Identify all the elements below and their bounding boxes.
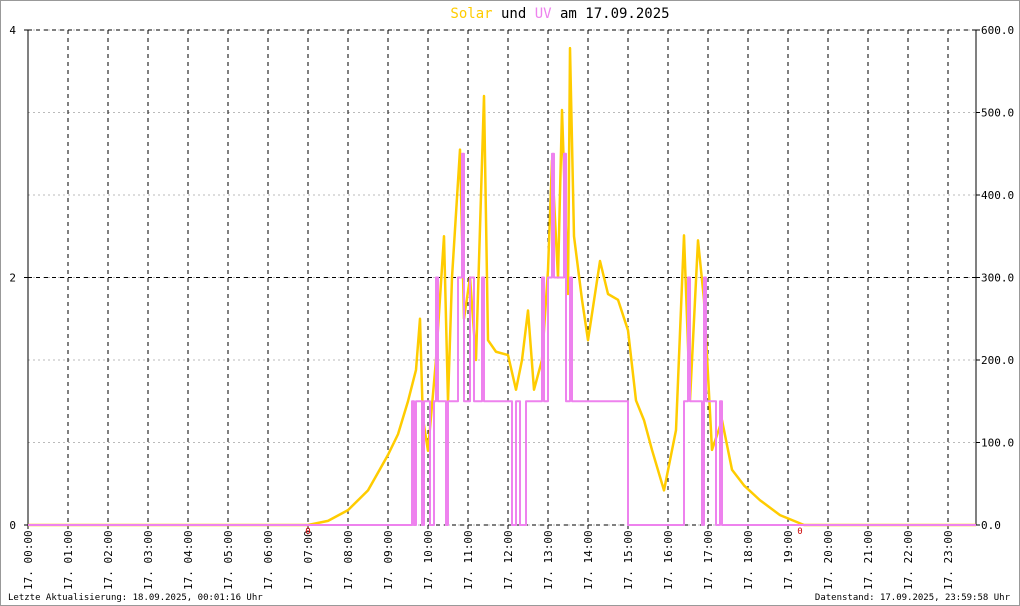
x-tick-label: 17. 16:00: [662, 530, 675, 590]
x-tick-label: 17. 21:00: [862, 530, 875, 590]
x-tick-label: 17. 18:00: [742, 530, 755, 590]
y2-tick-label: 100.0: [981, 437, 1014, 450]
footer-left: Letzte Aktualisierung: 18.09.2025, 00:01…: [8, 593, 263, 603]
y2-tick-label: 0.0: [981, 519, 1001, 532]
title-suffix: am 17.09.2025: [560, 6, 670, 22]
x-tick-label: 17. 04:00: [182, 530, 195, 590]
series-line: [28, 46, 976, 527]
title-solar: Solar: [450, 6, 501, 22]
x-tick-label: 17. 19:00: [782, 530, 795, 590]
x-tick-label: 17. 23:00: [942, 530, 955, 590]
x-tick-label: 17. 00:00: [22, 530, 35, 590]
annotation: 0: [797, 527, 802, 537]
x-tick-label: 17. 06:00: [262, 530, 275, 590]
footer-right: Datenstand: 17.09.2025, 23:59:58 Uhr: [815, 593, 1011, 603]
y2-tick-label: 400.0: [981, 189, 1014, 202]
title-connector: und: [501, 6, 535, 22]
x-tick-label: 17. 10:00: [422, 530, 435, 590]
title-uv: UV: [535, 6, 560, 22]
y2-tick-label: 200.0: [981, 354, 1014, 367]
chart-title: Solar und UV am 17.09.2025: [450, 6, 669, 22]
x-tick-label: 17. 11:00: [462, 530, 475, 590]
x-tick-label: 17. 02:00: [102, 530, 115, 590]
y-tick-label: 0: [9, 519, 16, 532]
y-tick-label: 2: [9, 272, 16, 285]
y2-tick-label: 300.0: [981, 272, 1014, 285]
annotation: 0: [305, 527, 310, 537]
x-tick-label: 17. 01:00: [62, 530, 75, 590]
x-tick-label: 17. 07:00: [302, 530, 315, 590]
x-tick-label: 17. 22:00: [902, 530, 915, 590]
x-tick-label: 17. 14:00: [582, 530, 595, 590]
x-tick-label: 17. 08:00: [342, 530, 355, 590]
x-tick-label: 17. 05:00: [222, 530, 235, 590]
x-tick-label: 17. 09:00: [382, 530, 395, 590]
y2-tick-label: 600.0: [981, 24, 1014, 37]
x-tick-label: 17. 20:00: [822, 530, 835, 590]
y-tick-label: 4: [9, 24, 16, 37]
y2-tick-label: 500.0: [981, 107, 1014, 120]
x-tick-label: 17. 12:00: [502, 530, 515, 590]
x-tick-label: 17. 17:00: [702, 530, 715, 590]
x-tick-label: 17. 03:00: [142, 530, 155, 590]
x-tick-label: 17. 13:00: [542, 530, 555, 590]
x-tick-label: 17. 15:00: [622, 530, 635, 590]
series-line: [28, 152, 976, 526]
